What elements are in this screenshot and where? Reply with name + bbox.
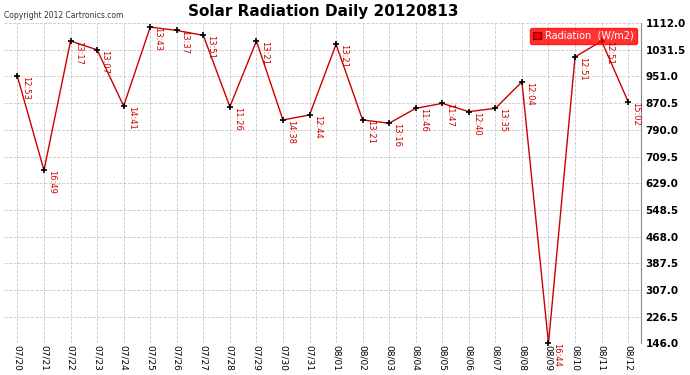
Text: 12:51: 12:51 bbox=[578, 57, 587, 81]
Text: 16:49: 16:49 bbox=[47, 170, 56, 194]
Legend: Radiation  (W/m2): Radiation (W/m2) bbox=[531, 28, 637, 44]
Title: Solar Radiation Daily 20120813: Solar Radiation Daily 20120813 bbox=[188, 4, 458, 19]
Text: 12:44: 12:44 bbox=[313, 115, 322, 139]
Text: Copyright 2012 Cartronics.com: Copyright 2012 Cartronics.com bbox=[4, 11, 124, 20]
Text: 16:44: 16:44 bbox=[552, 344, 561, 368]
Text: 14:38: 14:38 bbox=[286, 120, 295, 144]
Text: 11:26: 11:26 bbox=[233, 106, 242, 130]
Text: 13:43: 13:43 bbox=[153, 27, 162, 51]
Text: 13:07: 13:07 bbox=[100, 50, 109, 74]
Text: 11:46: 11:46 bbox=[419, 108, 428, 132]
Text: 12:04: 12:04 bbox=[525, 82, 534, 105]
Text: 11:47: 11:47 bbox=[446, 104, 455, 127]
Text: 13:51: 13:51 bbox=[206, 35, 215, 59]
Text: 13:17: 13:17 bbox=[74, 41, 83, 65]
Text: 13:16: 13:16 bbox=[393, 123, 402, 147]
Text: 12:40: 12:40 bbox=[472, 112, 481, 135]
Text: 14:41: 14:41 bbox=[127, 106, 136, 130]
Text: 12:51: 12:51 bbox=[604, 41, 614, 65]
Text: 13:37: 13:37 bbox=[180, 30, 189, 54]
Text: 15:02: 15:02 bbox=[631, 102, 640, 126]
Text: 13:21: 13:21 bbox=[366, 120, 375, 144]
Text: 13:21: 13:21 bbox=[259, 41, 268, 65]
Text: 12:53: 12:53 bbox=[21, 76, 30, 101]
Text: 13:35: 13:35 bbox=[499, 108, 508, 132]
Text: 13:21: 13:21 bbox=[339, 44, 348, 68]
